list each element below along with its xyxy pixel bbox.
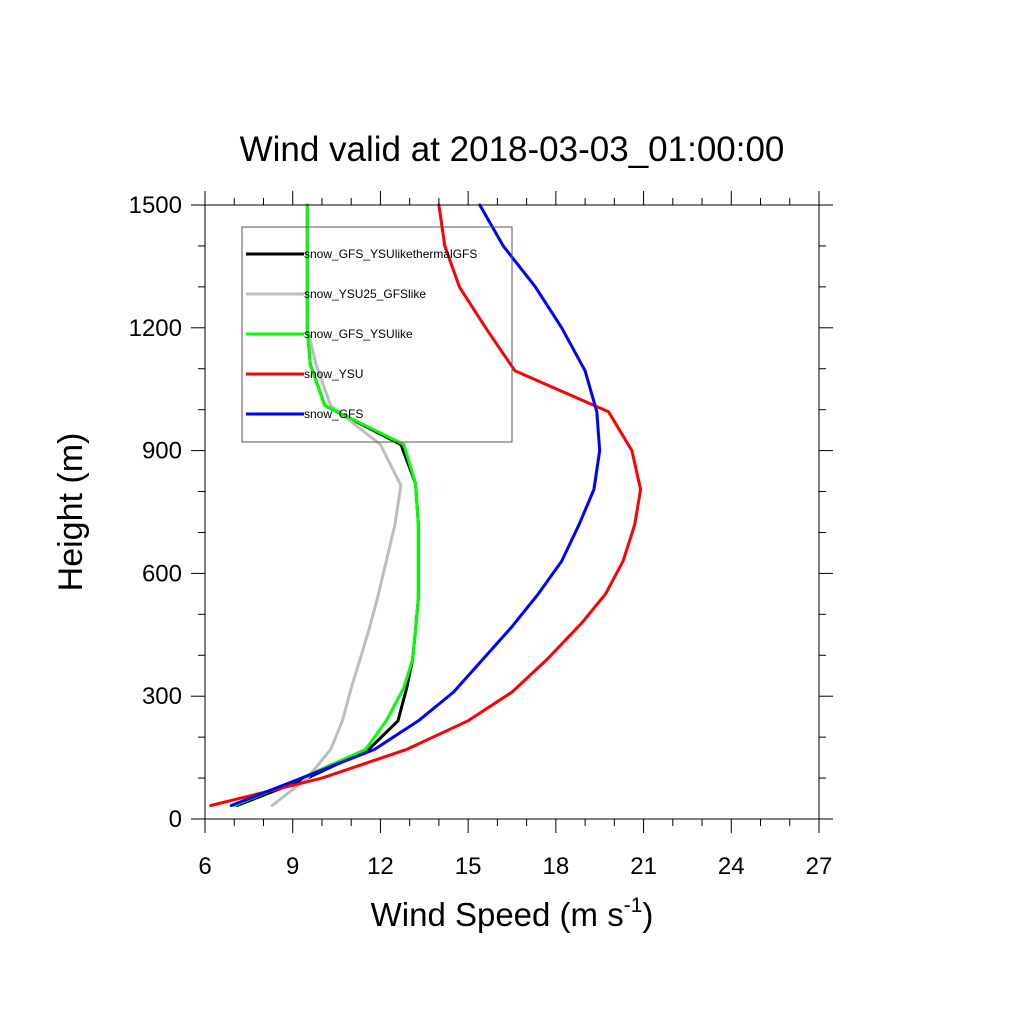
legend-label: snow_GFS_YSUlikethermalGFS [304, 247, 477, 261]
x-tick-label: 24 [718, 853, 745, 880]
x-axis-label: Wind Speed (m s-1) [371, 894, 654, 933]
y-tick-label: 600 [142, 560, 182, 587]
legend-label: snow_GFS [304, 407, 363, 421]
series-line-snow_GFS_YSUlike [232, 203, 420, 807]
y-tick-label: 900 [142, 438, 182, 465]
x-tick-label: 18 [543, 853, 570, 880]
x-tick-label: 15 [455, 853, 482, 880]
x-tick-label: 6 [198, 853, 211, 880]
axes: 6 9 12 15 18 21 24 27 0 300 600 900 1200 1500 [129, 191, 833, 880]
series-line-snow_YSU [209, 203, 643, 807]
y-tick-label: 300 [142, 683, 182, 710]
legend-label: snow_GFS_YSUlike [304, 327, 413, 341]
x-tick-label: 12 [367, 853, 394, 880]
x-tick-label: 27 [806, 853, 833, 880]
plot-frame [204, 204, 820, 820]
x-tick-label: 21 [630, 853, 657, 880]
y-tick-label: 0 [169, 806, 182, 833]
y-tick-label: 1500 [129, 192, 182, 219]
legend: snow_GFS_YSUlikethermalGFS snow_YSU25_GFS… [241, 226, 513, 443]
legend-label: snow_YSU [304, 367, 363, 381]
x-axis-label-close: ) [642, 896, 653, 933]
y-tick-label: 1200 [129, 315, 182, 342]
x-tick-label: 9 [286, 853, 299, 880]
x-axis-label-superscript: -1 [624, 894, 643, 917]
chart-title: Wind valid at 2018-03-03_01:00:00 [240, 130, 785, 169]
y-axis-label: Height (m) [52, 433, 90, 592]
legend-label: snow_YSU25_GFSlike [304, 287, 426, 301]
series-line-snow_GFS [229, 203, 602, 807]
legend-box [241, 226, 513, 443]
x-axis-label-main: Wind Speed (m s [371, 896, 624, 933]
series-lines [209, 203, 643, 807]
